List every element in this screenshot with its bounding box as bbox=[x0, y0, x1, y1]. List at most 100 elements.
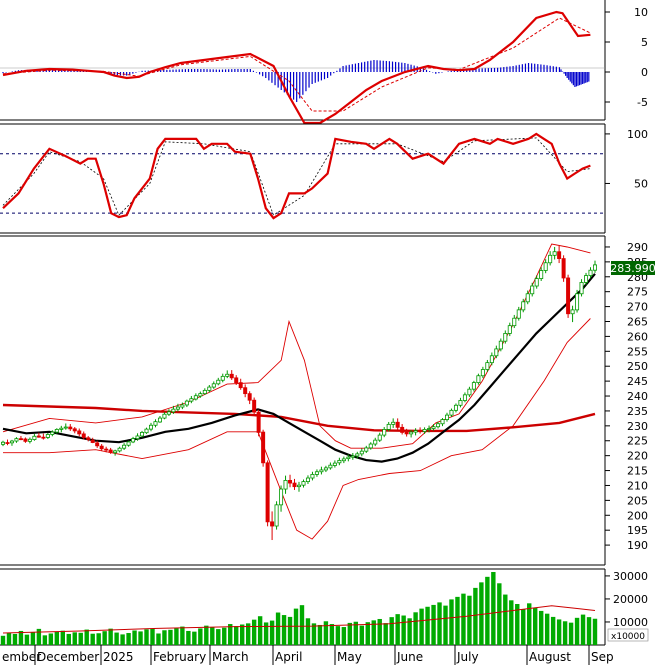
candle-body bbox=[104, 448, 109, 451]
candle-body bbox=[494, 348, 499, 357]
candle-body bbox=[436, 423, 441, 428]
volume-bar bbox=[527, 603, 532, 645]
candle-body bbox=[63, 426, 68, 429]
price-tick-label: 245 bbox=[627, 375, 648, 388]
volume-bar bbox=[174, 628, 179, 645]
volume-bar bbox=[568, 622, 574, 645]
volume-bar bbox=[335, 626, 341, 645]
volume-bar bbox=[210, 627, 215, 645]
candle-body bbox=[368, 443, 373, 449]
candle-body bbox=[346, 456, 351, 460]
candle-body bbox=[350, 455, 355, 458]
volume-bar bbox=[383, 623, 388, 645]
price-tick-label: 220 bbox=[627, 450, 648, 463]
volume-bar bbox=[461, 593, 466, 645]
candle-body bbox=[288, 479, 293, 484]
volume-bar bbox=[580, 614, 586, 645]
price-tick-label: 255 bbox=[627, 345, 648, 358]
candle-body bbox=[382, 429, 387, 436]
volume-bar bbox=[365, 622, 370, 645]
volume-bar bbox=[228, 624, 233, 645]
volume-bar bbox=[437, 602, 442, 645]
volume-bar bbox=[287, 616, 293, 645]
candle-body bbox=[458, 400, 463, 406]
volume-bar bbox=[138, 631, 143, 645]
candle-body bbox=[193, 395, 198, 400]
price-tick-label: 265 bbox=[627, 315, 648, 328]
volume-panel: 30000 20000 10000 x10000 bbox=[0, 568, 649, 646]
macd-y-axis: 10 5 0 -5 bbox=[605, 6, 648, 109]
candle-body bbox=[301, 481, 306, 486]
volume-bar bbox=[30, 632, 36, 645]
candle-body bbox=[189, 398, 194, 402]
candle-body bbox=[234, 377, 239, 384]
candle-body bbox=[364, 447, 369, 452]
volume-bar bbox=[239, 624, 245, 645]
price-tick-label: 195 bbox=[627, 524, 648, 537]
price-tick-label: 200 bbox=[627, 509, 648, 522]
volume-tick-label: 30000 bbox=[613, 570, 648, 583]
candle-body bbox=[409, 431, 414, 435]
volume-bar bbox=[66, 633, 71, 645]
candle-body bbox=[9, 440, 14, 444]
candle-body bbox=[391, 421, 396, 425]
price-tick-label: 235 bbox=[627, 405, 648, 418]
stochastic-tick-label: 100 bbox=[627, 128, 648, 141]
volume-bar bbox=[431, 604, 436, 645]
volume-bar bbox=[90, 633, 95, 645]
volume-bar bbox=[329, 624, 335, 645]
volume-bar bbox=[509, 600, 514, 645]
candle-body bbox=[323, 467, 328, 471]
candle-body bbox=[404, 431, 409, 435]
candle-body bbox=[140, 431, 145, 437]
candle-body bbox=[453, 404, 458, 411]
candle-body bbox=[72, 428, 77, 432]
volume-bar bbox=[497, 583, 502, 645]
price-tick-label: 290 bbox=[627, 241, 648, 254]
candle-body bbox=[99, 445, 104, 450]
candle-body bbox=[467, 388, 472, 396]
price-tick-label: 205 bbox=[627, 494, 648, 507]
volume-bar bbox=[341, 627, 347, 645]
macd-tick-label: 10 bbox=[634, 6, 648, 19]
stochastic-reference-lines bbox=[0, 153, 605, 214]
volume-bar bbox=[180, 626, 185, 645]
candle-body bbox=[498, 340, 503, 350]
volume-tick-label: 10000 bbox=[613, 616, 648, 629]
volume-bar bbox=[24, 634, 30, 645]
volume-bar bbox=[371, 620, 376, 645]
candle-body bbox=[584, 275, 589, 283]
volume-bar bbox=[234, 626, 239, 645]
price-tick-label: 230 bbox=[627, 420, 648, 433]
volume-bar bbox=[263, 622, 269, 645]
volume-bar bbox=[192, 631, 197, 645]
candle-body bbox=[575, 293, 580, 311]
candle-body bbox=[418, 430, 423, 433]
volume-bar bbox=[54, 631, 60, 645]
candle-body bbox=[180, 404, 185, 408]
candle-body bbox=[440, 419, 445, 425]
candle-body bbox=[579, 282, 584, 295]
candle-body bbox=[296, 484, 301, 488]
candle-body bbox=[270, 521, 275, 527]
month-label: April bbox=[275, 650, 302, 664]
volume-bar bbox=[12, 633, 18, 645]
month-label: July bbox=[456, 650, 479, 664]
price-tick-label: 270 bbox=[627, 301, 648, 314]
volume-bar bbox=[359, 625, 364, 645]
volume-bar bbox=[168, 629, 173, 645]
candle-body bbox=[247, 393, 252, 401]
price-tick-label: 250 bbox=[627, 360, 648, 373]
macd-tick-label: 0 bbox=[641, 66, 648, 79]
candle-body bbox=[162, 413, 167, 419]
candle-body bbox=[59, 427, 64, 430]
month-label: March bbox=[212, 650, 249, 664]
candle-body bbox=[431, 426, 436, 429]
macd-tick-label: 5 bbox=[641, 36, 648, 49]
volume-bar bbox=[84, 629, 89, 645]
candle-body bbox=[90, 439, 95, 443]
month-label: February bbox=[153, 650, 206, 664]
candle-body bbox=[243, 387, 248, 395]
